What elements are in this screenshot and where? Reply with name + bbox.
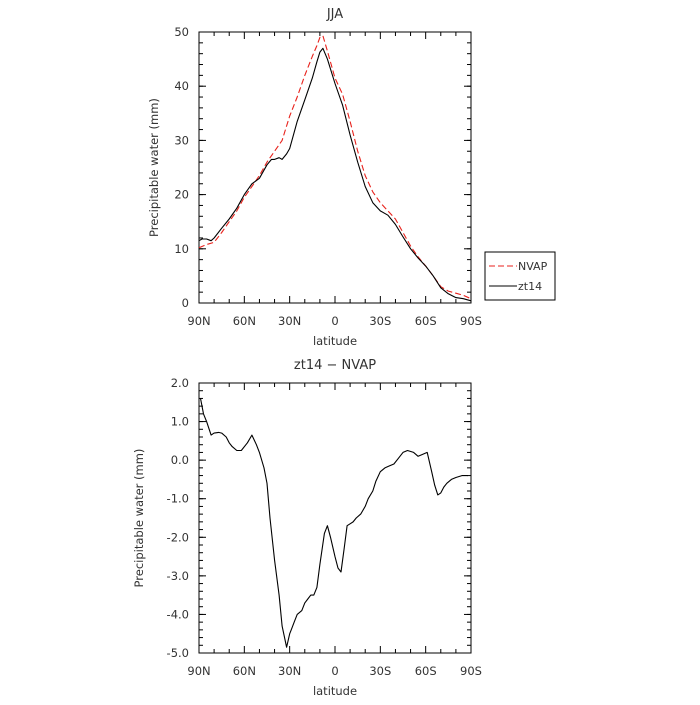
- chart-1-xtick-label: 60S: [415, 314, 437, 328]
- chart-1: JJA 90N 60N 30N 0 30S 60S 90S 0 10 20 30 40 50 latitud…: [147, 7, 556, 348]
- chart-1-series-zt14: [198, 47, 472, 302]
- chart-2-ytick-label: -2.0: [167, 530, 189, 544]
- chart-1-ytick-label: 40: [174, 79, 189, 93]
- chart-2-series-zt14-nvap: [199, 398, 468, 648]
- chart-1-legend-box: [484, 251, 556, 301]
- chart-1-title: JJA: [326, 7, 343, 22]
- chart-2-title: zt14 − NVAP: [294, 358, 376, 373]
- chart-2-ytick-label: 1.0: [171, 415, 189, 429]
- chart-2-xtick-label: 30S: [369, 664, 391, 678]
- chart-1-xtick-label: 0: [331, 314, 338, 328]
- chart-2-ytick-label: -4.0: [167, 607, 189, 621]
- chart-2-frame: [198, 382, 472, 654]
- chart-1-legend-label: zt14: [518, 280, 542, 293]
- chart-1-xtick-label: 30N: [278, 314, 301, 328]
- chart-2-xtick-label: 60S: [415, 664, 437, 678]
- chart-2-xtick-label: 60N: [233, 664, 256, 678]
- chart-1-xtick-label: 90N: [187, 314, 210, 328]
- chart-1-ytick-label: 50: [174, 25, 189, 39]
- chart-1-series-nvap: [198, 35, 472, 300]
- chart-2-xlabel: latitude: [313, 684, 357, 698]
- chart-1-legend: NVAP zt14: [484, 251, 556, 301]
- chart-2-ytick-label: 0.0: [171, 453, 189, 467]
- chart-1-xtick-label: 30S: [369, 314, 391, 328]
- chart-1-frame: [198, 31, 472, 304]
- chart-2-xtick-label: 0: [331, 664, 338, 678]
- chart-1-ylabel: Precipitable water (mm): [147, 98, 161, 237]
- chart-1-ytick-label: 10: [174, 242, 189, 256]
- chart-1-ytick-label: 20: [174, 188, 189, 202]
- chart-2-ytick-label: -1.0: [167, 492, 189, 506]
- chart-2-ytick-label: 2.0: [171, 376, 189, 390]
- chart-2: zt14 − NVAP 90N 60N 30N 0 30S 60S 90S 2.0 1.0 0.0 -…: [132, 358, 482, 698]
- chart-1-xtick-label: 60N: [233, 314, 256, 328]
- chart-1-xtick-label: 90S: [460, 314, 482, 328]
- chart-1-xlabel: latitude: [313, 334, 357, 348]
- chart-1-ytick-label: 0: [182, 296, 189, 310]
- chart-2-ylabel: Precipitable water (mm): [132, 449, 146, 588]
- chart-2-xtick-label: 90N: [187, 664, 210, 678]
- chart-2-ytick-label: -5.0: [167, 646, 189, 660]
- chart-2-xtick-label: 90S: [460, 664, 482, 678]
- chart-2-xtick-label: 30N: [278, 664, 301, 678]
- chart-2-ytick-label: -3.0: [167, 569, 189, 583]
- chart-1-legend-label: NVAP: [518, 260, 548, 273]
- chart-1-ytick-label: 30: [174, 133, 189, 147]
